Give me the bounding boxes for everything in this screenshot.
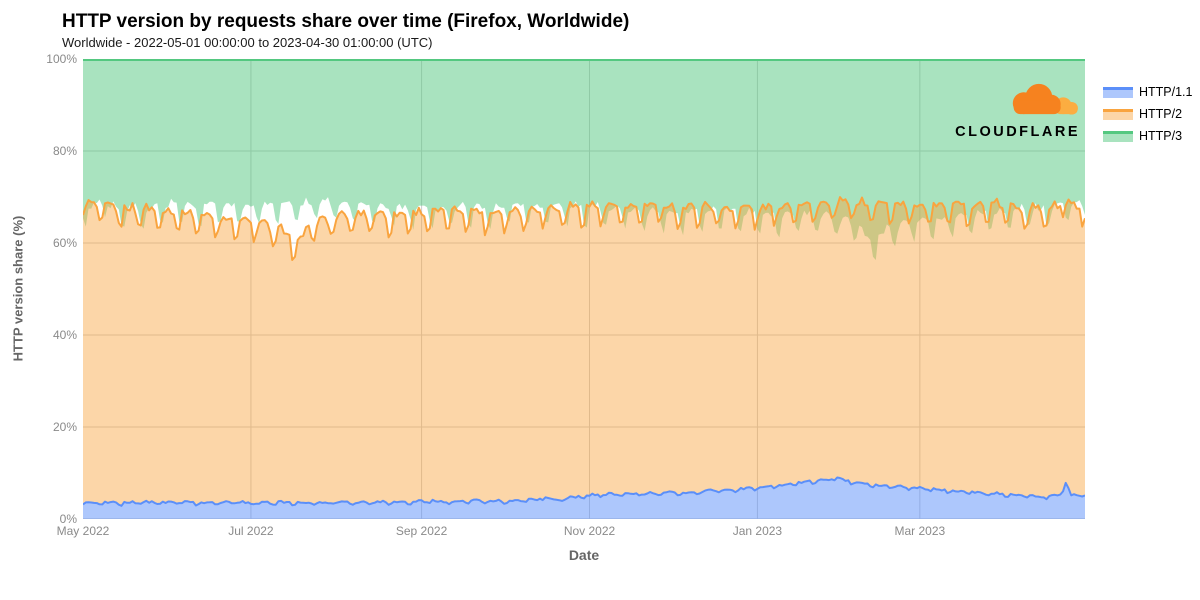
legend-swatch-http11 [1103, 86, 1133, 98]
chart-subtitle: Worldwide - 2022-05-01 00:00:00 to 2023-… [62, 35, 433, 50]
stacked-area-chart[interactable] [82, 59, 1086, 519]
legend: HTTP/1.1 HTTP/2 HTTP/3 [1103, 81, 1193, 147]
legend-label: HTTP/2 [1139, 107, 1183, 121]
legend-item-http3[interactable]: HTTP/3 [1103, 125, 1193, 147]
y-tick-label: 20% [52, 420, 77, 434]
legend-swatch-http2 [1103, 108, 1133, 120]
legend-swatch-http3 [1103, 130, 1133, 142]
cloudflare-logo: CLOUDFLARE [940, 80, 1080, 140]
legend-label: HTTP/3 [1139, 129, 1183, 143]
y-tick-label: 60% [52, 236, 77, 250]
x-tick-label: Mar 2023 [894, 524, 946, 538]
y-tick-label: 80% [52, 144, 77, 158]
x-axis-title: Date [568, 547, 600, 563]
plot-area[interactable] [82, 59, 1086, 519]
y-tick-label: 100% [46, 52, 77, 66]
legend-item-http2[interactable]: HTTP/2 [1103, 103, 1193, 125]
x-tick-label: Jan 2023 [732, 524, 783, 538]
x-tick-label: Jul 2022 [228, 524, 274, 538]
cloudflare-cloud-icon [1012, 83, 1078, 115]
x-tick-label: Nov 2022 [563, 524, 616, 538]
legend-label: HTTP/1.1 [1139, 85, 1193, 99]
y-tick-label: 0% [59, 512, 77, 526]
y-tick-label: 40% [52, 328, 77, 342]
x-tick-label: Sep 2022 [395, 524, 448, 538]
legend-item-http11[interactable]: HTTP/1.1 [1103, 81, 1193, 103]
x-tick-label: May 2022 [56, 524, 110, 538]
chart-title: HTTP version by requests share over time… [62, 11, 630, 32]
y-axis-title: HTTP version share (%) [10, 215, 26, 362]
cloudflare-wordmark: CLOUDFLARE [955, 124, 1080, 140]
